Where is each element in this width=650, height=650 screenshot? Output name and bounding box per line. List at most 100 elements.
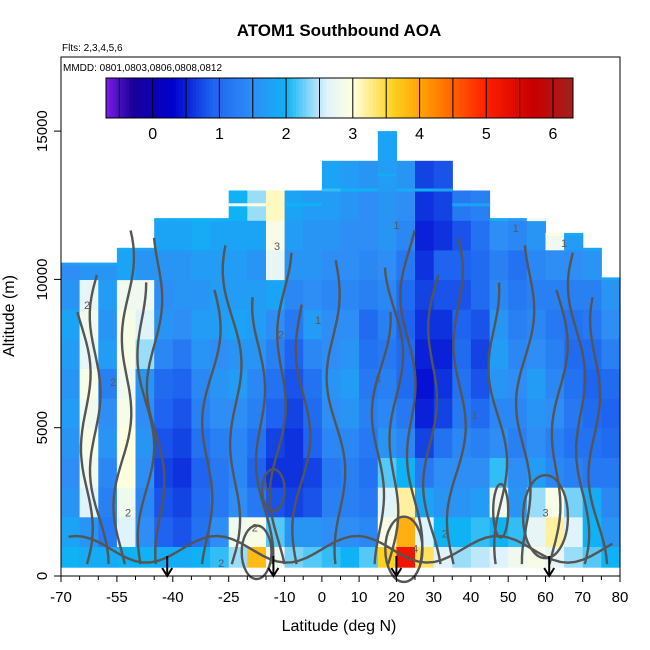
heatmap-cell — [415, 190, 435, 221]
heatmap-cell — [526, 279, 546, 310]
heatmap-cell — [470, 220, 491, 251]
colorbar-swatch — [282, 78, 287, 118]
heatmap-cell — [396, 487, 416, 518]
heatmap-cell — [415, 188, 435, 192]
heatmap-cell — [470, 487, 491, 518]
heatmap-cell — [116, 368, 137, 399]
heatmap-cell — [116, 516, 137, 547]
colorbar-swatch — [502, 78, 507, 118]
colorbar-swatch — [566, 78, 571, 118]
heatmap-cell — [210, 427, 230, 458]
heatmap-cell — [377, 309, 397, 340]
heatmap-cell — [135, 427, 155, 458]
contour-line — [370, 312, 392, 565]
heatmap-cell — [284, 487, 304, 518]
heatmap-cell — [601, 309, 621, 340]
heatmap-cell — [303, 203, 323, 207]
x-tick-label: 80 — [612, 589, 629, 606]
heatmap-cell — [433, 457, 453, 488]
contour-line — [521, 474, 570, 560]
colorbar-swatch — [339, 78, 344, 118]
colorbar-swatch — [202, 78, 207, 118]
colorbar-swatch — [326, 78, 330, 118]
colorbar-swatch — [459, 78, 464, 118]
x-tick-label: 50 — [500, 589, 517, 606]
heatmap-cell — [340, 190, 360, 221]
colorbar-swatch — [179, 78, 184, 118]
heatmap-cell — [247, 546, 267, 568]
heatmap-cell — [526, 220, 546, 251]
heatmap-cell — [508, 398, 528, 429]
contour-label: 1 — [393, 220, 399, 232]
colorbar-swatch — [489, 78, 494, 118]
heatmap-cell — [191, 249, 211, 281]
heatmap-cell — [228, 546, 248, 568]
colorbar-swatch — [292, 78, 297, 118]
colorbar-swatch — [169, 78, 174, 118]
x-tick-label: 30 — [425, 589, 442, 606]
colorbar-swatch — [129, 78, 134, 118]
heatmap-cell — [172, 220, 192, 251]
colorbar-swatch — [142, 78, 147, 118]
heatmap-cell — [526, 427, 546, 458]
contour-line — [492, 482, 510, 539]
heatmap-cell — [601, 277, 621, 281]
colorbar: 0 1 2 3 4 5 6 — [105, 77, 574, 143]
colorbar-swatch — [242, 78, 247, 118]
colorbar-swatch — [299, 78, 304, 118]
colorbar-swatch — [522, 78, 527, 118]
heatmap-cell — [564, 368, 584, 399]
heatmap-cell — [415, 398, 435, 429]
colorbar-swatch — [462, 78, 467, 118]
heatmap-cell — [191, 218, 211, 222]
heatmap-cell — [172, 338, 192, 369]
heatmap-cell — [172, 427, 192, 458]
heatmap-cell — [303, 220, 323, 251]
colorbar-swatch — [476, 78, 481, 118]
y-tick-label: 10000 — [34, 259, 51, 301]
heatmap-cell — [470, 249, 491, 281]
heatmap-cell — [210, 546, 230, 568]
colorbar-swatch — [452, 78, 457, 118]
colorbar-swatch — [139, 78, 144, 118]
contour-line — [145, 237, 166, 565]
heatmap-cell — [116, 398, 137, 429]
colorbar-swatch — [186, 78, 190, 118]
heatmap-cell — [470, 279, 491, 310]
colorbar-swatch — [509, 78, 514, 118]
heatmap-cell — [303, 249, 323, 281]
heatmap-cell — [340, 368, 360, 399]
colorbar-swatch — [496, 78, 501, 118]
colorbar-swatch — [272, 78, 277, 118]
colorbar-swatch — [126, 78, 130, 118]
contour-line — [325, 259, 347, 565]
heatmap-cell — [433, 368, 453, 399]
heatmap-cell — [564, 516, 584, 547]
heatmap-cell — [210, 457, 230, 488]
heatmap-cell — [116, 338, 137, 369]
colorbar-swatch — [536, 78, 541, 118]
heatmap-cell — [191, 279, 211, 310]
colorbar-swatch — [259, 78, 264, 118]
heatmap-cell — [340, 398, 360, 429]
heatmap-cell — [526, 398, 546, 429]
heatmap-cell — [191, 546, 211, 568]
heatmap-cell — [545, 398, 565, 429]
colorbar-swatch — [472, 78, 477, 118]
heatmap-cell — [545, 427, 565, 458]
heatmap-cell — [359, 160, 379, 192]
colorbar-swatch — [252, 78, 257, 118]
heatmap-cell — [172, 309, 192, 340]
colorbar-swatch — [232, 78, 237, 118]
heatmap-cell — [508, 309, 528, 340]
heatmap-cell — [98, 368, 118, 399]
contour-label: 1 — [263, 481, 269, 493]
heatmap-cell — [210, 368, 230, 399]
heatmap-cell — [321, 368, 342, 399]
heatmap-cell — [247, 368, 267, 399]
colorbar-swatch — [209, 78, 214, 118]
y-tick-label: 0 — [34, 572, 51, 580]
heatmap-cell — [433, 220, 453, 251]
colorbar-swatch — [549, 78, 554, 118]
colorbar-swatch — [196, 78, 200, 118]
